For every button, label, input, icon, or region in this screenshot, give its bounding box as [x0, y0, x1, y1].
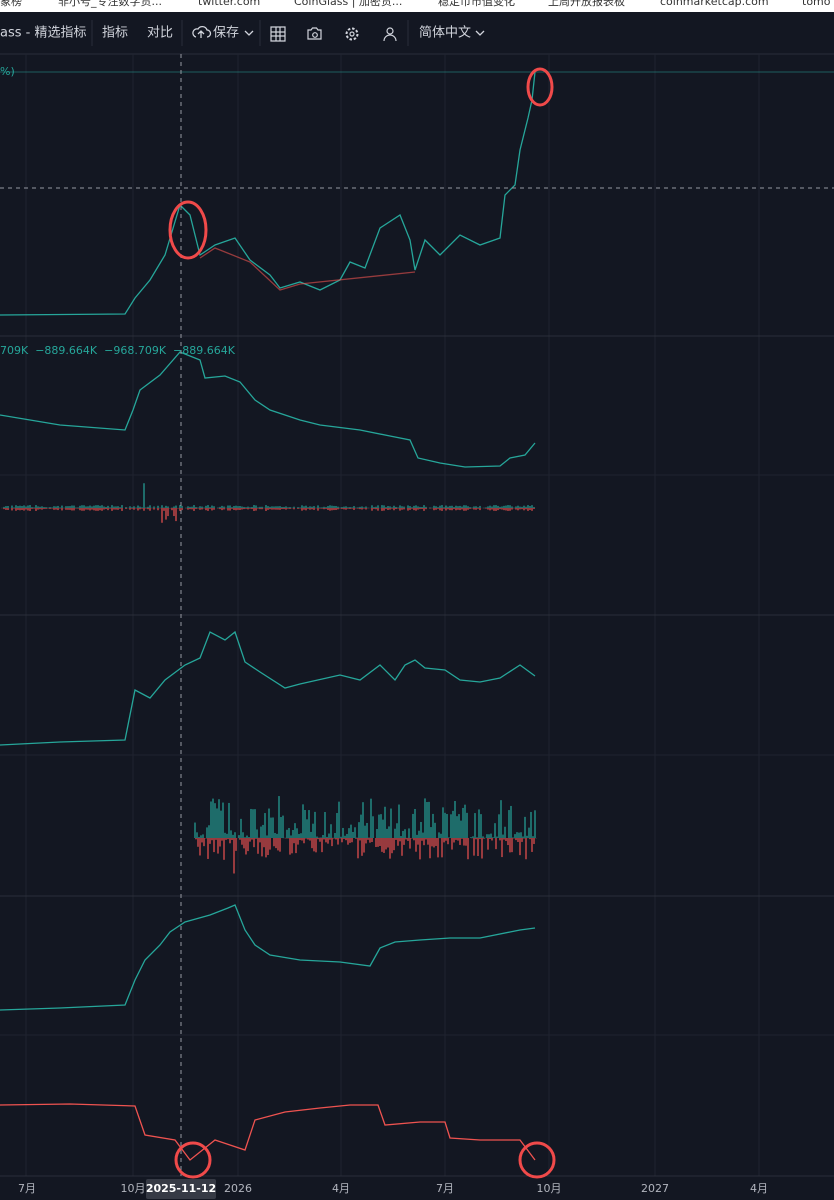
series [0, 71, 536, 1161]
save-icon[interactable] [192, 25, 212, 38]
save-button[interactable]: 保存 [213, 26, 239, 41]
indicator-series [0, 630, 536, 746]
settings-icon[interactable] [345, 27, 359, 41]
indicator-series [0, 1103, 536, 1161]
price-series [0, 71, 536, 316]
bookmarks: 象榜 非小号_专注数字货... twitter.com CoinGlass | … [0, 0, 831, 8]
camera-lens [312, 32, 318, 38]
bookmark[interactable]: 稳定币市值变化 [438, 0, 515, 8]
x-tick-label: 7月 [436, 1182, 454, 1195]
compare-button[interactable]: 对比 [147, 26, 173, 41]
x-tick-label: 4月 [750, 1182, 768, 1195]
x-tick-label: 10月 [537, 1182, 562, 1195]
bookmark[interactable]: coinmarketcap.com [660, 0, 769, 8]
user-body [383, 34, 397, 42]
x-axis: 7月 10月 2026 4月 7月 10月 2027 4月 2025-11-12 [18, 1179, 768, 1199]
crosshair-label-bg [146, 1179, 216, 1199]
x-tick-label: 2026 [224, 1182, 252, 1195]
price-series-down [199, 247, 416, 291]
toolbar-bg [0, 14, 834, 54]
bookmark[interactable]: CoinGlass | 加密货... [294, 0, 402, 8]
x-tick-label: 10月 [121, 1182, 146, 1195]
settings-center [349, 31, 355, 37]
language-button[interactable]: 简体中文 [419, 25, 471, 41]
toolbar: ass - 精选指标 指标 对比 保存 简体中文 [0, 14, 834, 55]
indicator-series [0, 904, 536, 1011]
camera-icon[interactable] [307, 27, 322, 40]
histogram [1, 483, 537, 874]
bookmark[interactable]: twitter.com [198, 0, 260, 8]
x-tick-label: 4月 [332, 1182, 350, 1195]
crosshair-label: 2025-11-12 [146, 1182, 216, 1195]
bookmark[interactable]: tomo [802, 0, 831, 8]
user-icon[interactable] [386, 27, 394, 35]
dropdown-arrow[interactable] [244, 30, 254, 36]
pane-legend: %) [0, 65, 15, 78]
pane-legend: 709K −889.664K −968.709K −889.664K [0, 344, 236, 357]
x-tick-label: 2027 [641, 1182, 669, 1195]
bookmark[interactable]: 象榜 [0, 0, 22, 8]
pane-separators [0, 335, 834, 1177]
dropdown-arrow[interactable] [475, 30, 485, 36]
circle-annotation [174, 1141, 212, 1179]
annotations [168, 67, 556, 1179]
indicator-series [0, 351, 536, 468]
circle-annotation [518, 1141, 556, 1179]
circle-annotation [168, 200, 208, 260]
x-tick-label: 7月 [18, 1182, 36, 1195]
indicators-button[interactable]: 指标 [102, 26, 128, 41]
bookmark[interactable]: 非小号_专注数字货... [58, 0, 162, 8]
circle-annotation [526, 67, 554, 107]
chart-title[interactable]: ass - 精选指标 [0, 26, 86, 41]
bookmark[interactable]: 上周开放报表板 [548, 0, 625, 8]
bookmarks-bar [0, 0, 834, 12]
layout-icon[interactable] [270, 26, 286, 42]
